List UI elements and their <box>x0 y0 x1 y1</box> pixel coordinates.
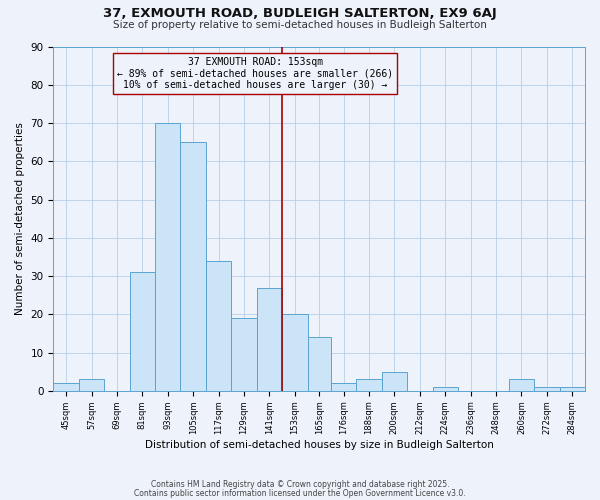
Text: 37 EXMOUTH ROAD: 153sqm
← 89% of semi-detached houses are smaller (266)
10% of s: 37 EXMOUTH ROAD: 153sqm ← 89% of semi-de… <box>118 57 394 90</box>
Bar <box>181 142 206 391</box>
Text: Contains public sector information licensed under the Open Government Licence v3: Contains public sector information licen… <box>134 488 466 498</box>
Bar <box>79 380 104 391</box>
Bar <box>155 123 181 391</box>
Bar <box>257 288 282 391</box>
Bar <box>308 338 331 391</box>
Bar <box>206 261 232 391</box>
Bar <box>560 387 585 391</box>
X-axis label: Distribution of semi-detached houses by size in Budleigh Salterton: Distribution of semi-detached houses by … <box>145 440 494 450</box>
Text: 37, EXMOUTH ROAD, BUDLEIGH SALTERTON, EX9 6AJ: 37, EXMOUTH ROAD, BUDLEIGH SALTERTON, EX… <box>103 8 497 20</box>
Bar <box>356 380 382 391</box>
Text: Size of property relative to semi-detached houses in Budleigh Salterton: Size of property relative to semi-detach… <box>113 20 487 30</box>
Bar <box>232 318 257 391</box>
Bar <box>509 380 534 391</box>
Bar <box>382 372 407 391</box>
Bar <box>433 387 458 391</box>
Bar <box>282 314 308 391</box>
Y-axis label: Number of semi-detached properties: Number of semi-detached properties <box>15 122 25 315</box>
Bar <box>331 383 356 391</box>
Bar <box>130 272 155 391</box>
Text: Contains HM Land Registry data © Crown copyright and database right 2025.: Contains HM Land Registry data © Crown c… <box>151 480 449 489</box>
Bar <box>53 383 79 391</box>
Bar <box>534 387 560 391</box>
